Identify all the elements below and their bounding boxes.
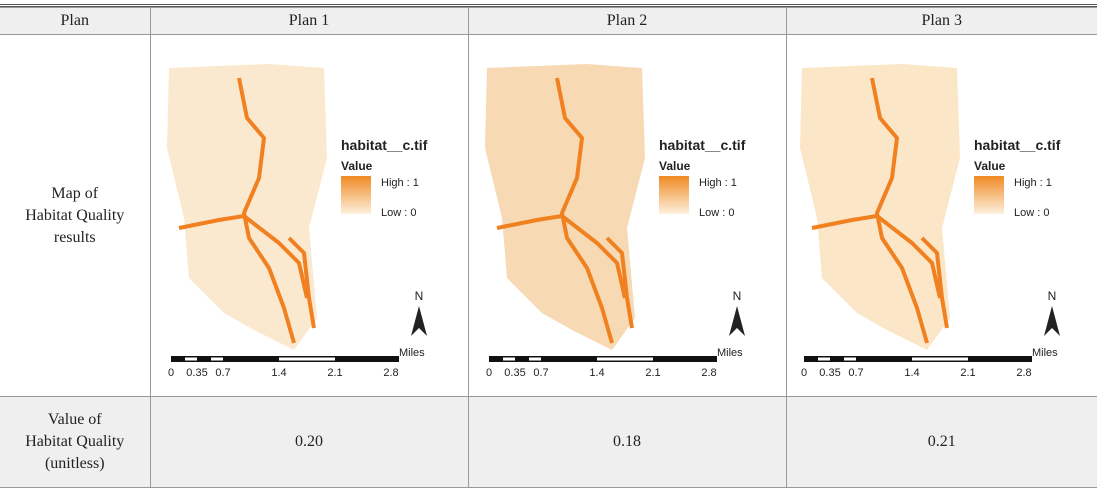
value-cell: 0.20: [150, 397, 468, 488]
map-cell: habitat__c.tif Value High : 1 Low : 0 N Miles…: [150, 35, 468, 397]
scale-label: 1.4: [271, 367, 286, 379]
north-arrow: [729, 306, 745, 336]
scale-segment: [818, 358, 830, 361]
header-cell: Plan 1: [150, 8, 468, 35]
scale-label: 0.35: [186, 367, 207, 379]
table: Plan Plan 1 Plan 2 Plan 3 Map of Habitat…: [0, 7, 1097, 488]
scale-label: 1.4: [904, 367, 919, 379]
scale-unit: Miles: [1032, 347, 1058, 359]
header-row: Plan Plan 1 Plan 2 Plan 3: [0, 8, 1097, 35]
scale-segment: [185, 358, 197, 361]
scale-segment: [844, 358, 856, 361]
scale-segment: [279, 358, 335, 361]
legend-high: High : 1: [699, 177, 737, 189]
legend-subtitle: Value: [659, 159, 691, 173]
map-cell: habitat__c.tif Value High : 1 Low : 0 N Miles…: [786, 35, 1097, 397]
value-cell: 0.18: [468, 397, 786, 488]
legend-high: High : 1: [1014, 177, 1052, 189]
scale-label: 2.8: [1016, 367, 1031, 379]
habitat-map: habitat__c.tif Value High : 1 Low : 0 N Miles…: [477, 38, 777, 393]
scale-label: 0.35: [819, 367, 840, 379]
label-line: Map of: [0, 183, 150, 205]
north-arrow: [1044, 306, 1060, 336]
scale-label: 0: [486, 367, 492, 379]
legend-subtitle: Value: [341, 159, 373, 173]
scale-label: 0.7: [533, 367, 548, 379]
scale-label: 2.8: [383, 367, 398, 379]
north-label: N: [1047, 289, 1056, 303]
scale-label: 2.8: [701, 367, 716, 379]
label-line: Value of: [0, 409, 150, 431]
row-label: Value of Habitat Quality (unitless): [0, 397, 150, 488]
legend-title: habitat__c.tif: [659, 137, 746, 153]
north-label: N: [733, 289, 742, 303]
label-line: Habitat Quality: [0, 431, 150, 453]
scale-label: 0: [801, 367, 807, 379]
north-label: N: [415, 289, 424, 303]
legend-swatch: [974, 176, 1004, 214]
legend-low: Low : 0: [381, 207, 416, 219]
scale-segment: [912, 358, 968, 361]
value-row: Value of Habitat Quality (unitless) 0.20…: [0, 397, 1097, 488]
legend-swatch: [341, 176, 371, 214]
map-row: Map of Habitat Quality results habitat__…: [0, 35, 1097, 397]
value-cell: 0.21: [786, 397, 1097, 488]
scale-unit: Miles: [717, 347, 743, 359]
scale-label: 2.1: [327, 367, 342, 379]
habitat-map: habitat__c.tif Value High : 1 Low : 0 N Miles…: [159, 38, 459, 393]
legend-title: habitat__c.tif: [341, 137, 428, 153]
scale-label: 0.35: [504, 367, 525, 379]
scale-label: 2.1: [960, 367, 975, 379]
legend-subtitle: Value: [974, 159, 1006, 173]
habitat-map: habitat__c.tif Value High : 1 Low : 0 N Miles…: [792, 38, 1092, 393]
header-cell: Plan: [0, 8, 150, 35]
scale-unit: Miles: [399, 347, 425, 359]
scale-label: 1.4: [589, 367, 604, 379]
row-label: Map of Habitat Quality results: [0, 35, 150, 397]
scale-segment: [529, 358, 541, 361]
label-line: (unitless): [0, 453, 150, 475]
north-arrow: [411, 306, 427, 336]
scale-label: 0.7: [848, 367, 863, 379]
page: Plan Plan 1 Plan 2 Plan 3 Map of Habitat…: [0, 0, 1099, 493]
scale-label: 0.7: [215, 367, 230, 379]
scale-label: 0: [168, 367, 174, 379]
legend-high: High : 1: [381, 177, 419, 189]
scale-segment: [597, 358, 653, 361]
table-wrap: Plan Plan 1 Plan 2 Plan 3 Map of Habitat…: [0, 4, 1097, 488]
scale-segment: [503, 358, 515, 361]
label-line: Habitat Quality: [0, 205, 150, 227]
legend-title: habitat__c.tif: [974, 137, 1061, 153]
map-cell: habitat__c.tif Value High : 1 Low : 0 N Miles…: [468, 35, 786, 397]
label-line: results: [0, 227, 150, 249]
legend-low: Low : 0: [699, 207, 734, 219]
legend-low: Low : 0: [1014, 207, 1049, 219]
scale-segment: [211, 358, 223, 361]
scale-label: 2.1: [645, 367, 660, 379]
legend-swatch: [659, 176, 689, 214]
header-cell: Plan 3: [786, 8, 1097, 35]
header-cell: Plan 2: [468, 8, 786, 35]
